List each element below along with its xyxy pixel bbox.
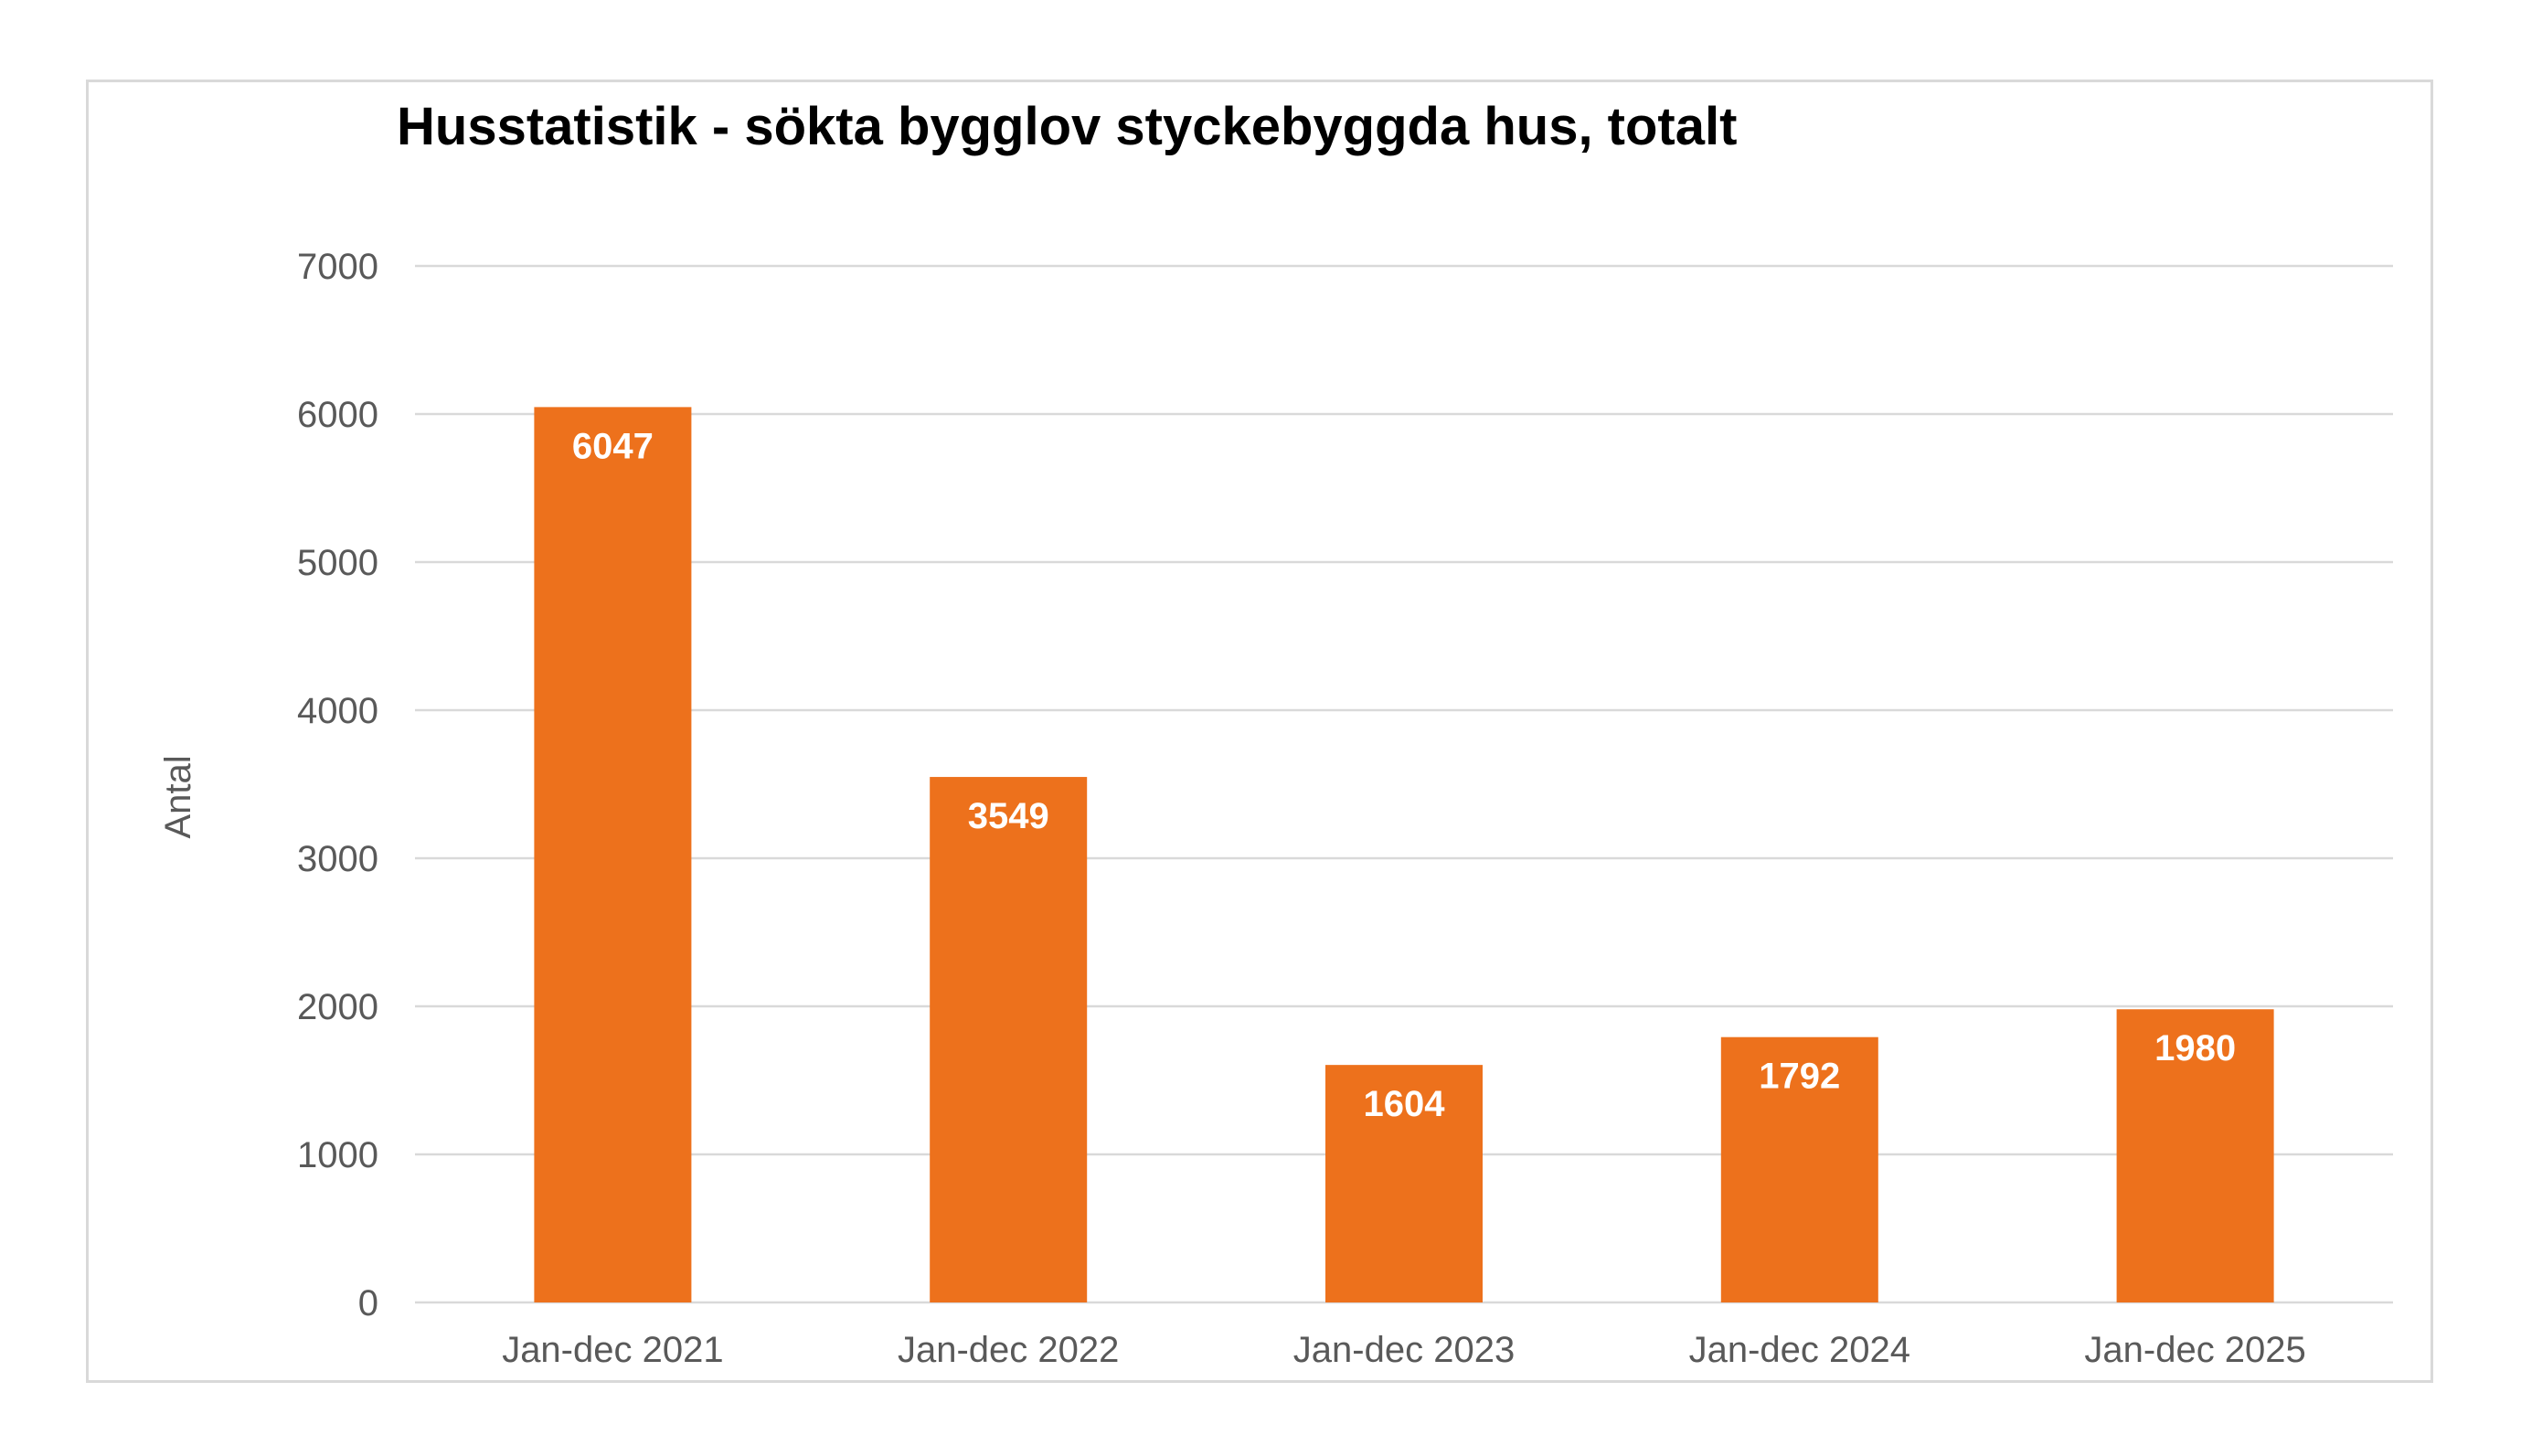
y-tick-label: 6000 xyxy=(297,395,378,435)
y-tick-label: 4000 xyxy=(297,691,378,731)
x-category-label: Jan-dec 2023 xyxy=(1293,1330,1515,1370)
data-label: 1604 xyxy=(1364,1084,1446,1124)
gridlines xyxy=(415,264,2393,1304)
y-tick-label: 3000 xyxy=(297,839,378,879)
bar xyxy=(1720,1036,1878,1302)
y-axis-title: Antal xyxy=(158,755,198,838)
x-axis-labels: Jan-dec 2021 Jan-dec 2022 Jan-dec 2023 Jan-… xyxy=(502,1330,2306,1370)
chart-title: Husstatistik - sökta bygglov styckebyggd… xyxy=(397,97,1738,156)
y-tick-label: 7000 xyxy=(297,247,378,287)
y-tick-label: 2000 xyxy=(297,987,378,1027)
bars xyxy=(534,407,2274,1302)
y-tick-label: 0 xyxy=(358,1283,378,1323)
x-category-label: Jan-dec 2022 xyxy=(898,1330,1119,1370)
chart-area xyxy=(86,80,2433,1383)
x-category-label: Jan-dec 2025 xyxy=(2084,1330,2305,1370)
x-category-label: Jan-dec 2024 xyxy=(1689,1330,1910,1370)
data-label: 1792 xyxy=(1759,1057,1840,1097)
x-category-label: Jan-dec 2021 xyxy=(502,1330,723,1370)
data-label: 1980 xyxy=(2154,1028,2236,1068)
y-tick-label: 1000 xyxy=(297,1135,378,1175)
data-label: 3549 xyxy=(968,796,1049,836)
data-labels: 6047 3549 1604 1792 1980 xyxy=(572,426,2236,1124)
bar xyxy=(534,407,692,1302)
bar xyxy=(2116,1009,2274,1302)
bar xyxy=(930,777,1088,1302)
bar xyxy=(1325,1065,1483,1302)
data-label: 6047 xyxy=(572,426,654,466)
y-tick-label: 5000 xyxy=(297,543,378,583)
y-axis-ticks: 0 1000 2000 3000 4000 5000 6000 7000 xyxy=(297,247,378,1323)
